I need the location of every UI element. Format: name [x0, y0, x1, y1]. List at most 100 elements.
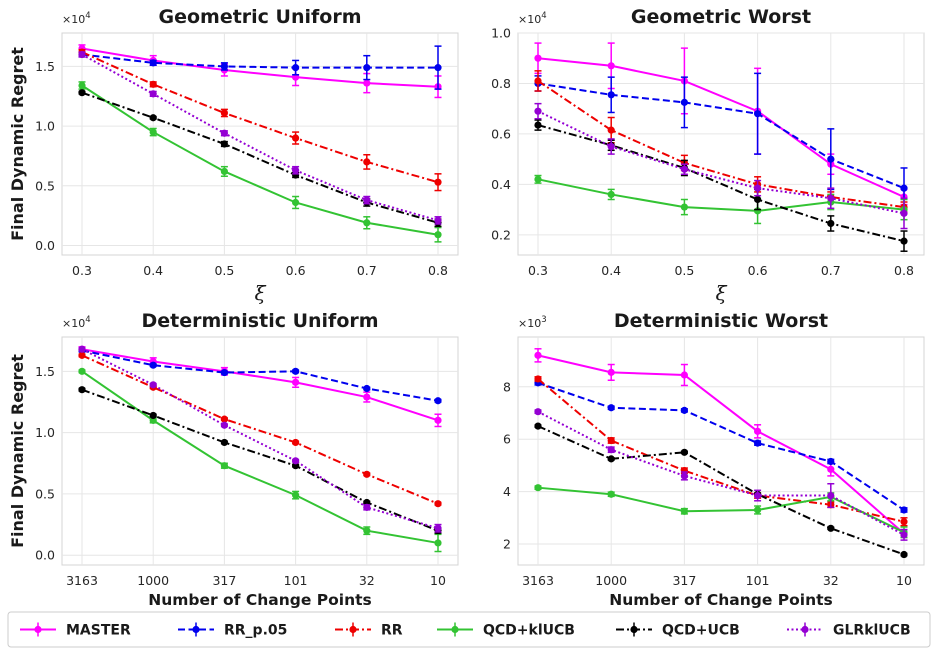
data-point	[78, 81, 86, 90]
data-point	[754, 506, 762, 514]
data-point	[292, 134, 300, 142]
x-tick-label: 0.8	[894, 263, 914, 278]
x-tick-label: 0.5	[214, 263, 234, 278]
data-point	[534, 422, 542, 430]
series-line	[81, 370, 439, 544]
legend-swatch-marker	[349, 625, 357, 634]
legend-swatch-marker	[801, 625, 809, 634]
series-line	[81, 53, 439, 222]
x-tick-label: 101	[746, 573, 770, 588]
x-tick-label: 317	[672, 573, 696, 588]
series-line	[537, 425, 905, 556]
data-point	[827, 524, 835, 532]
y-multiplier-exponent: 4	[85, 315, 90, 325]
data-point	[900, 506, 908, 514]
plot-area	[517, 32, 925, 256]
data-point	[607, 455, 615, 463]
series-line	[81, 47, 439, 88]
panels: 0.3 0.4 0.5 0.6 0.7 0.8 0.0 0.5 1.0 1.5 ×104 Geomet…	[8, 6, 925, 609]
legend-item-rr-p-05: RR_p.05	[178, 622, 287, 639]
data-point	[827, 155, 835, 163]
data-point	[220, 109, 228, 117]
data-point	[292, 166, 300, 174]
series-line	[81, 53, 438, 69]
data-point	[149, 114, 157, 122]
data-point	[754, 439, 762, 447]
chart-title: Geometric Worst	[631, 6, 811, 28]
data-point	[754, 184, 762, 192]
data-point	[434, 500, 442, 508]
series-line	[81, 348, 439, 422]
data-point	[827, 491, 835, 500]
x-tick-label: 0.3	[72, 263, 92, 278]
plot-area	[517, 336, 925, 566]
data-point	[149, 80, 157, 88]
plot-area	[61, 32, 459, 256]
data-point	[220, 462, 228, 470]
y-multiplier-label: ×103	[518, 315, 547, 330]
data-point	[607, 368, 615, 376]
data-point	[78, 89, 86, 97]
data-point	[220, 421, 228, 429]
data-point	[363, 527, 371, 535]
legend-swatch-marker	[451, 625, 459, 634]
y-tick-label: 1.5	[35, 364, 55, 379]
chart-panel-geometric-worst: 0.3 0.4 0.5 0.6 0.7 0.8 0.2 0.4 0.6 0.8 1.0 ×104 Geo…	[491, 6, 925, 305]
data-point	[149, 90, 157, 98]
data-point	[827, 219, 835, 228]
legend-label: RR	[381, 623, 403, 639]
data-point	[434, 178, 442, 186]
y-tick-label: 6	[503, 432, 511, 447]
data-point	[534, 175, 542, 183]
x-tick-label: 0.4	[143, 263, 163, 278]
y-multiplier-exponent: 4	[85, 11, 90, 21]
chart-title: Deterministic Worst	[614, 310, 828, 332]
data-point	[220, 368, 228, 377]
y-tick-label: 8	[503, 379, 511, 394]
series-glrklucb	[534, 408, 908, 541]
y-tick-label: 0.5	[35, 178, 55, 193]
data-point	[78, 367, 86, 375]
data-point	[607, 142, 615, 151]
data-point	[220, 167, 228, 176]
x-axis-label: ξ	[715, 281, 727, 305]
legend-item-rr: RR	[335, 622, 403, 639]
chart-panel-deterministic-uniform: 3163 1000 317 101 32 10 0.0 0.5 1.0 1.5 ×104 Determ…	[8, 310, 459, 609]
y-tick-label: 0.4	[491, 177, 511, 192]
data-point	[78, 50, 86, 59]
data-point	[680, 165, 689, 173]
data-point	[900, 518, 908, 526]
y-multiplier-label: ×104	[62, 11, 91, 26]
x-tick-label: 32	[359, 573, 375, 588]
series-line	[537, 381, 905, 511]
legend-swatch-marker	[34, 625, 42, 634]
series-line	[537, 110, 905, 215]
data-point	[534, 351, 542, 359]
y-axis-label: Final Dynamic Regret	[8, 354, 27, 548]
x-tick-label: 0.5	[674, 263, 694, 278]
data-point	[754, 110, 762, 118]
data-point	[292, 491, 300, 499]
data-point	[607, 62, 615, 70]
y-tick-label: 0.8	[491, 76, 511, 91]
y-tick-label: 0.5	[35, 486, 55, 501]
data-point	[900, 184, 908, 192]
x-tick-label: 10	[896, 573, 912, 588]
legend-items: MASTER RR_p.05 RR QCD+klUCB QCD+UCB GLRklUCB	[20, 622, 911, 639]
series-qcd-klucb	[78, 81, 442, 243]
series-line	[81, 354, 439, 505]
data-point	[434, 64, 442, 72]
x-tick-label: 32	[823, 573, 839, 588]
y-multiplier-label: ×104	[518, 11, 547, 26]
series-line	[537, 82, 905, 190]
data-point	[754, 427, 762, 435]
data-point	[680, 371, 689, 379]
legend-item-qcd-klucb: QCD+klUCB	[437, 622, 575, 639]
series-line	[81, 51, 439, 184]
series-line	[537, 57, 905, 198]
data-point	[680, 507, 689, 515]
x-tick-label: 3163	[522, 573, 554, 588]
data-point	[149, 381, 157, 389]
x-tick-label: 101	[284, 573, 308, 588]
series-glrklucb	[78, 50, 442, 225]
